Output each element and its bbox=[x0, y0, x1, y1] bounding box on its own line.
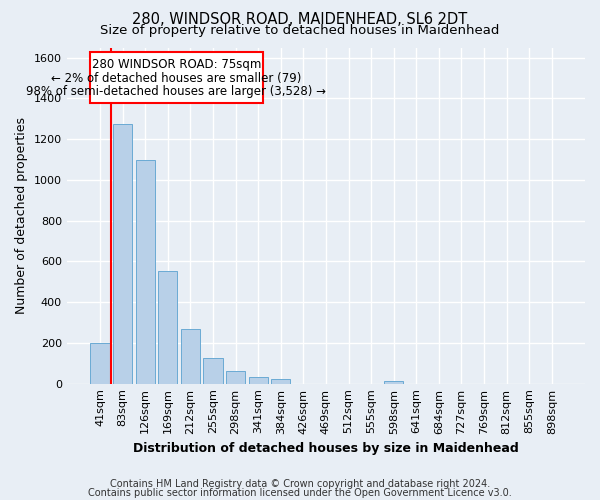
X-axis label: Distribution of detached houses by size in Maidenhead: Distribution of detached houses by size … bbox=[133, 442, 519, 455]
Text: ← 2% of detached houses are smaller (79): ← 2% of detached houses are smaller (79) bbox=[51, 72, 301, 85]
Bar bbox=[91, 343, 110, 384]
Bar bbox=[113, 124, 132, 384]
Text: Size of property relative to detached houses in Maidenhead: Size of property relative to detached ho… bbox=[100, 24, 500, 37]
Bar bbox=[158, 270, 178, 384]
Bar bbox=[384, 380, 403, 384]
Bar bbox=[248, 376, 268, 384]
Bar bbox=[181, 328, 200, 384]
FancyBboxPatch shape bbox=[90, 52, 263, 102]
Text: Contains public sector information licensed under the Open Government Licence v3: Contains public sector information licen… bbox=[88, 488, 512, 498]
Text: Contains HM Land Registry data © Crown copyright and database right 2024.: Contains HM Land Registry data © Crown c… bbox=[110, 479, 490, 489]
Text: 280, WINDSOR ROAD, MAIDENHEAD, SL6 2DT: 280, WINDSOR ROAD, MAIDENHEAD, SL6 2DT bbox=[133, 12, 467, 28]
Y-axis label: Number of detached properties: Number of detached properties bbox=[15, 117, 28, 314]
Bar bbox=[136, 160, 155, 384]
Text: 98% of semi-detached houses are larger (3,528) →: 98% of semi-detached houses are larger (… bbox=[26, 85, 326, 98]
Bar bbox=[203, 358, 223, 384]
Bar bbox=[226, 371, 245, 384]
Text: 280 WINDSOR ROAD: 75sqm: 280 WINDSOR ROAD: 75sqm bbox=[92, 58, 261, 71]
Bar bbox=[271, 378, 290, 384]
